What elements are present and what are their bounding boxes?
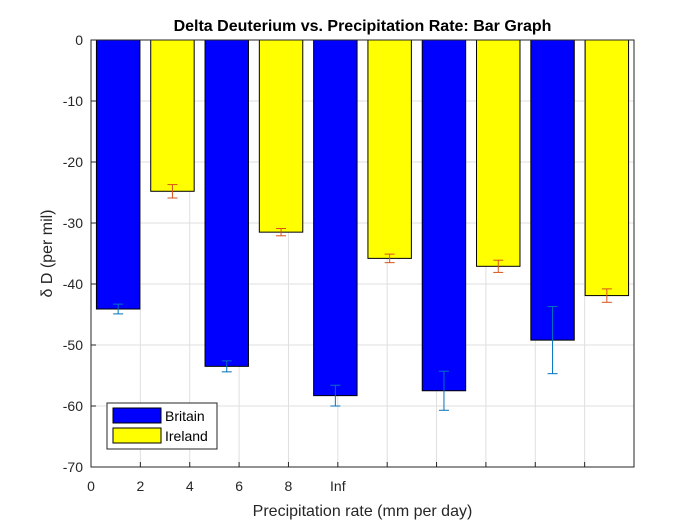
- bar-britain: [530, 39, 575, 341]
- y-tick-label: 0: [75, 32, 83, 48]
- bar-britain: [313, 39, 358, 397]
- y-axis-label: δ D (per mil): [39, 209, 56, 297]
- bar-ireland: [258, 39, 304, 233]
- x-tick-label: 4: [186, 478, 194, 494]
- x-tick-label: 8: [285, 478, 293, 494]
- bar-ireland: [367, 39, 412, 259]
- legend: Britain Ireland: [106, 402, 218, 450]
- x-axis-label: Precipitation rate (mm per day): [253, 503, 473, 520]
- y-tick-label: -30: [63, 215, 83, 231]
- error-bar-ireland: [384, 253, 395, 264]
- x-tick-label: 2: [136, 478, 144, 494]
- legend-label-ireland: Ireland: [165, 428, 208, 444]
- error-bar-ireland: [276, 227, 287, 237]
- error-bar-britain: [438, 370, 449, 411]
- x-tick-label: 6: [235, 478, 243, 494]
- bar-ireland: [584, 39, 630, 297]
- plot-area: [90, 39, 635, 468]
- legend-label-britain: Britain: [165, 408, 205, 424]
- y-tick-label: -40: [63, 276, 83, 292]
- chart-title: Delta Deuterium vs. Precipitation Rate: …: [174, 18, 552, 35]
- legend-swatch-ireland: [112, 427, 162, 444]
- error-bar-britain: [547, 306, 558, 375]
- error-bar-britain: [330, 384, 341, 407]
- y-tick-label: -60: [63, 398, 83, 414]
- axis-ticks: 0 2 4 6 8 Inf 0 -10 -20 -30 -40 -50 -60 -70: [63, 32, 635, 494]
- y-tick-label: -50: [63, 337, 83, 353]
- error-bar-ireland: [493, 259, 504, 273]
- bar-ireland: [150, 39, 195, 192]
- bar-britain: [95, 39, 141, 310]
- error-bar-ireland: [167, 184, 178, 199]
- bar-britain: [204, 39, 249, 367]
- error-bar-britain: [221, 360, 232, 373]
- y-tick-label: -20: [63, 154, 83, 170]
- y-tick-label: -10: [63, 93, 83, 109]
- legend-swatch-britain: [112, 407, 162, 424]
- error-bar-britain: [113, 303, 124, 315]
- error-bar-ireland: [601, 288, 612, 303]
- bar-britain: [421, 39, 467, 392]
- bar-ireland: [476, 39, 521, 267]
- x-tick-label: 0: [87, 478, 95, 494]
- y-tick-label: -70: [63, 459, 83, 475]
- x-tick-label: Inf: [330, 478, 346, 494]
- error-bars: [113, 184, 612, 411]
